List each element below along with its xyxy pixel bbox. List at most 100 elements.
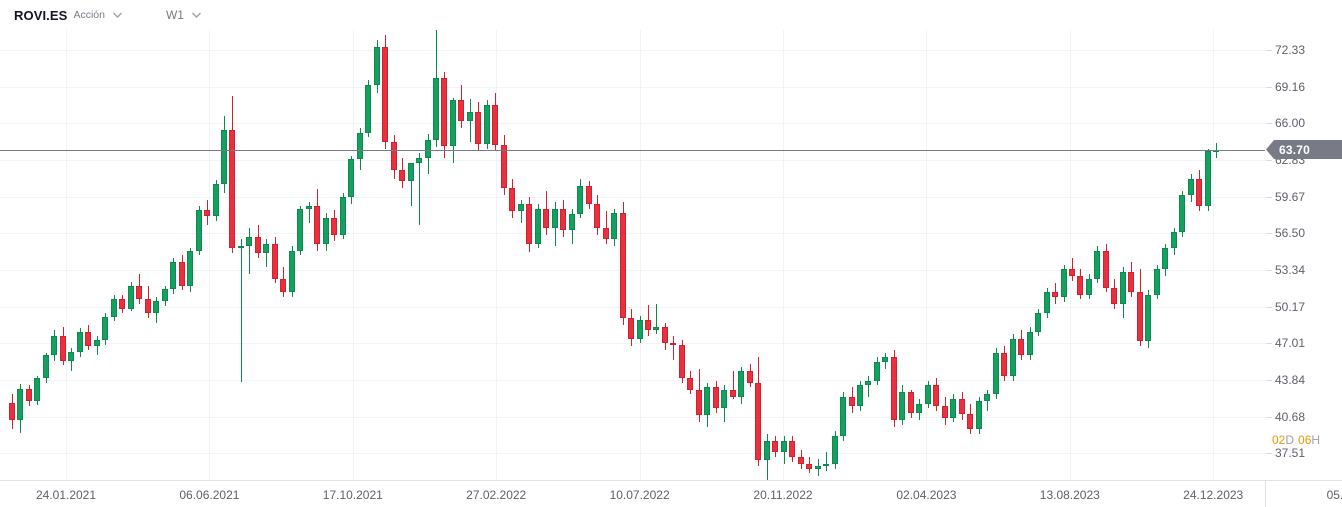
candle-wick (673, 336, 674, 360)
gridline-horizontal (0, 453, 1265, 454)
candle-body (466, 111, 473, 121)
candle-wick (419, 153, 420, 226)
time-tick-label: 05.05.2024 (1326, 488, 1342, 502)
candle-body (237, 246, 244, 249)
candle-body (280, 278, 287, 293)
candle-body (441, 78, 448, 147)
current-price-line-layer (0, 30, 1265, 480)
candle-body (102, 316, 109, 340)
candle-body (950, 399, 957, 418)
candle-wick (309, 202, 310, 223)
symbol-selector[interactable]: ROVI.ES Acción (14, 0, 122, 30)
candle-wick (868, 375, 869, 397)
time-axis[interactable]: 24.01.2021 06.06.2021 17.10.2021 27.02.2022… (0, 480, 1342, 507)
candle-body (492, 104, 499, 146)
timeframe-selector[interactable]: W1 (166, 0, 201, 30)
time-tick-label: 10.07.2022 (609, 488, 670, 502)
price-tick-dash (1266, 87, 1272, 88)
candle-body (1145, 294, 1152, 342)
candle-body (136, 285, 143, 300)
candle-body (153, 300, 160, 314)
candle-body (25, 388, 32, 402)
time-tick-label: 06.06.2021 (179, 488, 240, 502)
gridline-horizontal (0, 197, 1265, 198)
price-tick-dash (1266, 270, 1272, 271)
price-axis[interactable]: 63.70 02D 06H 72.33 69.16 66.00 62.83 59.67 56… (1265, 30, 1342, 496)
candle-body (356, 132, 363, 160)
candle-body (984, 394, 991, 402)
time-tick-label: 24.12.2023 (1183, 488, 1244, 502)
candle-body (1052, 292, 1059, 298)
candle-body (551, 209, 558, 228)
candle-wick (521, 199, 522, 223)
candle-body (568, 213, 575, 230)
candle-wick (733, 371, 734, 400)
price-tick-label: 59.67 (1275, 189, 1306, 204)
candle-body (314, 205, 321, 244)
price-tick-dash (1266, 197, 1272, 198)
candle-body (1204, 151, 1211, 206)
candle-body (992, 352, 999, 395)
candle-body (1162, 248, 1169, 270)
candle-wick (97, 336, 98, 356)
price-badge-arrow-icon (1266, 140, 1274, 160)
candle-body (924, 385, 931, 404)
candle-body (831, 436, 838, 464)
bar-close-countdown: 02D 06H (1272, 434, 1320, 446)
candle-body (187, 250, 194, 286)
gridline-horizontal (0, 123, 1265, 124)
gridline-vertical (926, 30, 927, 480)
price-tick-label: 72.33 (1275, 43, 1306, 57)
candle-body (170, 262, 177, 289)
candle-body (42, 355, 49, 379)
candle-body (483, 104, 490, 145)
time-tick-label: 13.08.2023 (1039, 488, 1100, 502)
candle-body (68, 351, 75, 361)
candle-body (763, 440, 770, 461)
price-tick-dash (1266, 417, 1272, 418)
candle-body (687, 378, 694, 390)
candle-body (721, 389, 728, 409)
price-tick-label: 53.34 (1275, 263, 1306, 277)
current-price-line (0, 150, 1265, 151)
candle-body (840, 396, 847, 437)
candle-body (577, 185, 584, 214)
candle-body (797, 456, 804, 464)
candle-body (1170, 232, 1177, 249)
candle-body (619, 212, 626, 318)
chevron-down-icon[interactable] (112, 11, 122, 20)
candle-body (661, 327, 668, 344)
candle-body (373, 46, 380, 86)
candle-body (645, 320, 651, 330)
chart-header-toolbar: ROVI.ES Acción W1 (0, 0, 1342, 30)
candle-body (899, 392, 906, 420)
candle-body (1111, 287, 1118, 305)
candle-body (907, 392, 914, 413)
candle-body (34, 378, 41, 402)
candle-body (390, 141, 397, 170)
candle-body (17, 388, 24, 420)
candle-body (407, 162, 414, 182)
candle-body (738, 371, 745, 397)
candle-body (1187, 178, 1194, 196)
price-tick-dash (1266, 453, 1272, 454)
chart-plot-area[interactable] (0, 30, 1265, 480)
candle-body (271, 243, 278, 279)
candle-body (254, 236, 261, 254)
candle-body (178, 262, 185, 286)
candle-body (85, 331, 92, 346)
candle-body (1119, 271, 1126, 305)
candle-body (653, 327, 660, 330)
candle-body (433, 78, 439, 140)
gridline-vertical (783, 30, 784, 480)
price-tick-label: 43.84 (1275, 373, 1306, 388)
candlestick-series (0, 30, 1265, 480)
price-tick-label: 40.68 (1275, 409, 1306, 424)
candle-body (1043, 292, 1050, 314)
symbol-description: Acción (73, 8, 105, 21)
chevron-down-icon[interactable] (191, 11, 201, 20)
candle-body (1136, 292, 1143, 342)
candle-body (729, 389, 736, 397)
candle-body (517, 204, 524, 212)
candle-body (1018, 338, 1025, 356)
